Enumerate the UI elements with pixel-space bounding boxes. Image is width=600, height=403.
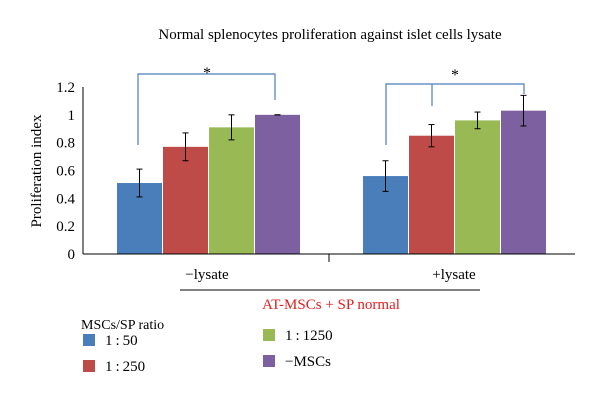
y-tick-labels: 0 0.2 0.4 0.6 0.8 1 1.2	[56, 80, 75, 263]
legend-item: 1 : 1250	[263, 328, 333, 344]
legend-item: 1 : 50	[83, 333, 138, 349]
significance-brackets: * *	[137, 65, 525, 145]
y-tick-label: 0.2	[56, 219, 75, 235]
legend-label: −MSCs	[285, 354, 331, 370]
bar	[501, 110, 546, 255]
legend-swatch	[83, 334, 95, 346]
y-tick-label: 0.6	[56, 164, 75, 180]
y-tick-label: 0.8	[56, 136, 75, 152]
group-caption: AT-MSCs + SP normal	[262, 297, 400, 313]
bar	[409, 135, 454, 254]
significance-bracket	[385, 83, 525, 145]
y-axis-label: Proliferation index	[29, 114, 45, 227]
bar	[255, 114, 300, 254]
significance-bracket	[137, 73, 276, 145]
y-tick-label: 1.2	[56, 80, 75, 96]
legend-swatch	[263, 329, 275, 341]
bars	[117, 110, 546, 255]
y-tick-label: 1	[68, 108, 76, 124]
y-tick-label: 0.4	[56, 191, 75, 207]
bar	[209, 127, 254, 254]
legend-label: 1 : 50	[105, 333, 138, 349]
legend-swatch	[263, 355, 275, 367]
significance-star: *	[451, 67, 459, 84]
y-tick-label: 0	[68, 247, 76, 263]
x-tick-label: −lysate	[185, 267, 229, 283]
legend-item: −MSCs	[263, 354, 331, 370]
legend: 1 : 50 1 : 250 1 : 1250 −MSCs	[83, 328, 333, 375]
x-tick-labels: −lysate +lysate	[185, 267, 476, 283]
legend-label: 1 : 1250	[285, 328, 333, 344]
legend-label: 1 : 250	[105, 359, 145, 375]
error-bars	[136, 94, 527, 198]
bar	[455, 120, 500, 255]
chart-title: Normal splenocytes proliferation against…	[158, 27, 502, 43]
legend-swatch	[83, 360, 95, 372]
significance-star: *	[203, 65, 211, 82]
x-tick-label: +lysate	[432, 267, 476, 283]
legend-item: 1 : 250	[83, 359, 145, 375]
bar	[163, 146, 208, 254]
legend-title: MSCs/SP ratio	[81, 318, 164, 333]
